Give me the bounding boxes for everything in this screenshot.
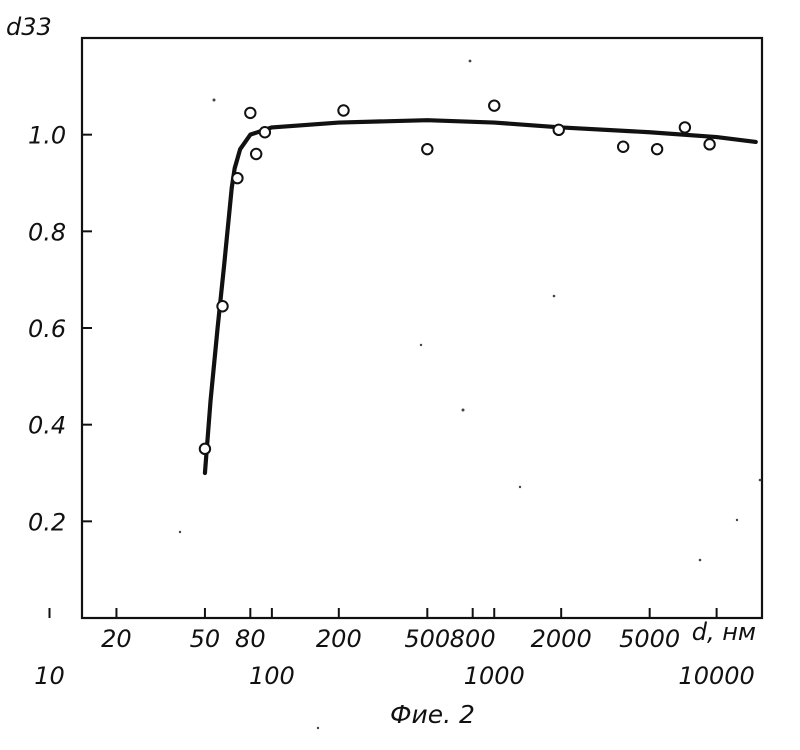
x-tick-label: 50 [190, 625, 221, 653]
y-tick-label: 0.4 [28, 412, 66, 440]
figure-caption: Фие. 2 [390, 700, 475, 729]
y-axis-label: d33 [6, 13, 52, 41]
x-decade-label: 10 [34, 662, 65, 690]
x-tick-label: 200 [316, 625, 362, 653]
fit-curve-line [205, 120, 756, 473]
y-tick-label: 0.2 [28, 508, 66, 536]
x-tick-label: 800 [450, 625, 496, 653]
x-tick-label: 80 [235, 625, 266, 653]
x-decade-label: 100 [249, 662, 295, 690]
y-tick-label: 1.0 [28, 122, 66, 150]
data-point [489, 100, 499, 110]
data-point [422, 144, 432, 154]
x-tick-label: 5000 [619, 625, 680, 653]
data-point [217, 301, 227, 311]
x-axis-label: d, нм [692, 618, 756, 646]
data-point [652, 144, 662, 154]
data-point [554, 125, 564, 135]
x-tick-label: 500 [404, 625, 450, 653]
data-point [232, 173, 242, 183]
plot-frame [82, 38, 762, 618]
x-axis: 20 50 80 200 500800 2000 5000 10 100 1000 10000 [34, 608, 755, 690]
data-point [260, 127, 270, 137]
data-point [680, 122, 690, 132]
data-point [618, 142, 628, 152]
x-decade-label: 1000 [464, 662, 525, 690]
data-point [338, 105, 348, 115]
data-point [245, 108, 255, 118]
y-tick-label: 0.8 [28, 218, 66, 246]
x-decade-label: 10000 [678, 662, 754, 690]
y-tick-label: 0.6 [28, 315, 66, 343]
fit-curve-layer [205, 120, 756, 473]
x-tick-label: 20 [101, 625, 132, 653]
data-point [251, 149, 261, 159]
data-point [704, 139, 714, 149]
data-point [200, 444, 210, 454]
x-tick-label: 2000 [531, 625, 592, 653]
data-points-layer [200, 100, 715, 454]
